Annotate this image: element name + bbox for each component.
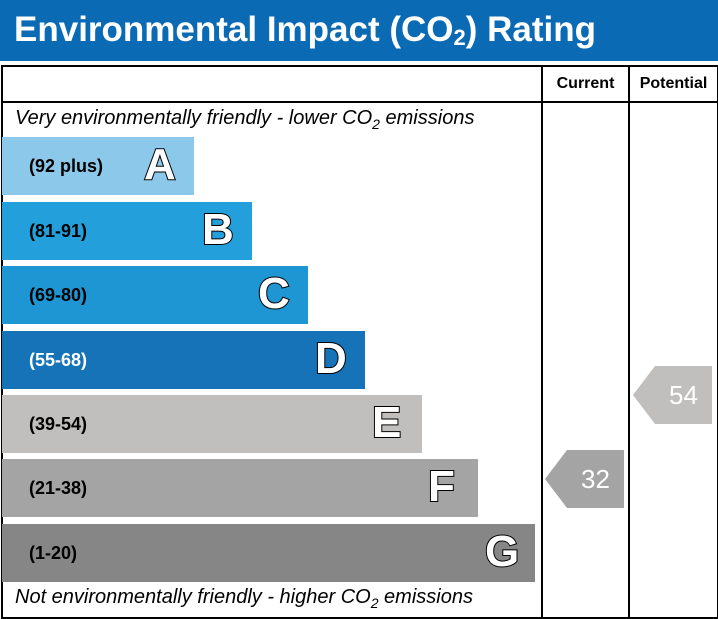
potential-rating-arrow: 54 (633, 366, 712, 424)
chart-title: Environmental Impact (CO2) Rating (14, 8, 596, 52)
current-column-header: Current (556, 75, 615, 92)
current-rating-arrow: 32 (545, 450, 624, 508)
arrow-value: 32 (581, 464, 610, 494)
band-f: (21-38) F (2, 459, 478, 517)
band-letter: F (427, 461, 456, 512)
caption-bottom-subscript: 2 (370, 595, 379, 611)
title-subscript: 2 (453, 25, 466, 50)
band-letter: C (257, 268, 291, 319)
caption-bottom-suffix: emissions (378, 586, 473, 608)
band-range-label: (39-54) (29, 414, 88, 434)
arrow-polygon (633, 366, 712, 424)
band-range-label: (92 plus) (29, 156, 104, 176)
current-column-divider (541, 65, 543, 619)
title-main: Environmental Impact (CO (14, 10, 454, 49)
band-g: (1-20) G (2, 524, 535, 582)
band-letter: E (371, 397, 402, 448)
band-range-label: (21-38) (29, 478, 88, 498)
potential-column-header: Potential (639, 75, 708, 92)
arrow-shape (545, 450, 624, 508)
band-c: (69-80) C (2, 266, 308, 324)
band-d: (55-68) D (2, 331, 365, 389)
arrow-shape (633, 366, 712, 424)
potential-column-divider (628, 65, 630, 619)
band-a: (92 plus) A (2, 137, 194, 195)
caption-top-subscript: 2 (372, 116, 380, 132)
band-letter: G (484, 526, 520, 577)
title-bar: Environmental Impact (CO2) Rating (0, 0, 718, 61)
band-letter: D (314, 333, 348, 384)
caption-top-suffix: emissions (379, 107, 475, 129)
caption-top: Very environmentally friendly - lower CO… (15, 107, 475, 132)
band-range-label: (81-91) (29, 221, 88, 241)
caption-bottom-text: Not environmentally friendly - higher CO (15, 586, 371, 608)
band-range-label: (69-80) (29, 285, 88, 305)
arrow-value: 54 (669, 380, 698, 410)
band-e: (39-54) E (2, 395, 422, 453)
arrow-polygon (545, 450, 624, 508)
band-range-label: (55-68) (29, 350, 88, 370)
band-b: (81-91) B (2, 202, 252, 260)
title-end: ) Rating (465, 10, 597, 49)
header-divider (1, 101, 717, 103)
band-letter: B (201, 204, 235, 255)
caption-top-text: Very environmentally friendly - lower CO (15, 107, 373, 129)
band-letter: A (143, 139, 177, 190)
band-range-label: (1-20) (29, 543, 78, 563)
caption-bottom: Not environmentally friendly - higher CO… (15, 586, 473, 611)
